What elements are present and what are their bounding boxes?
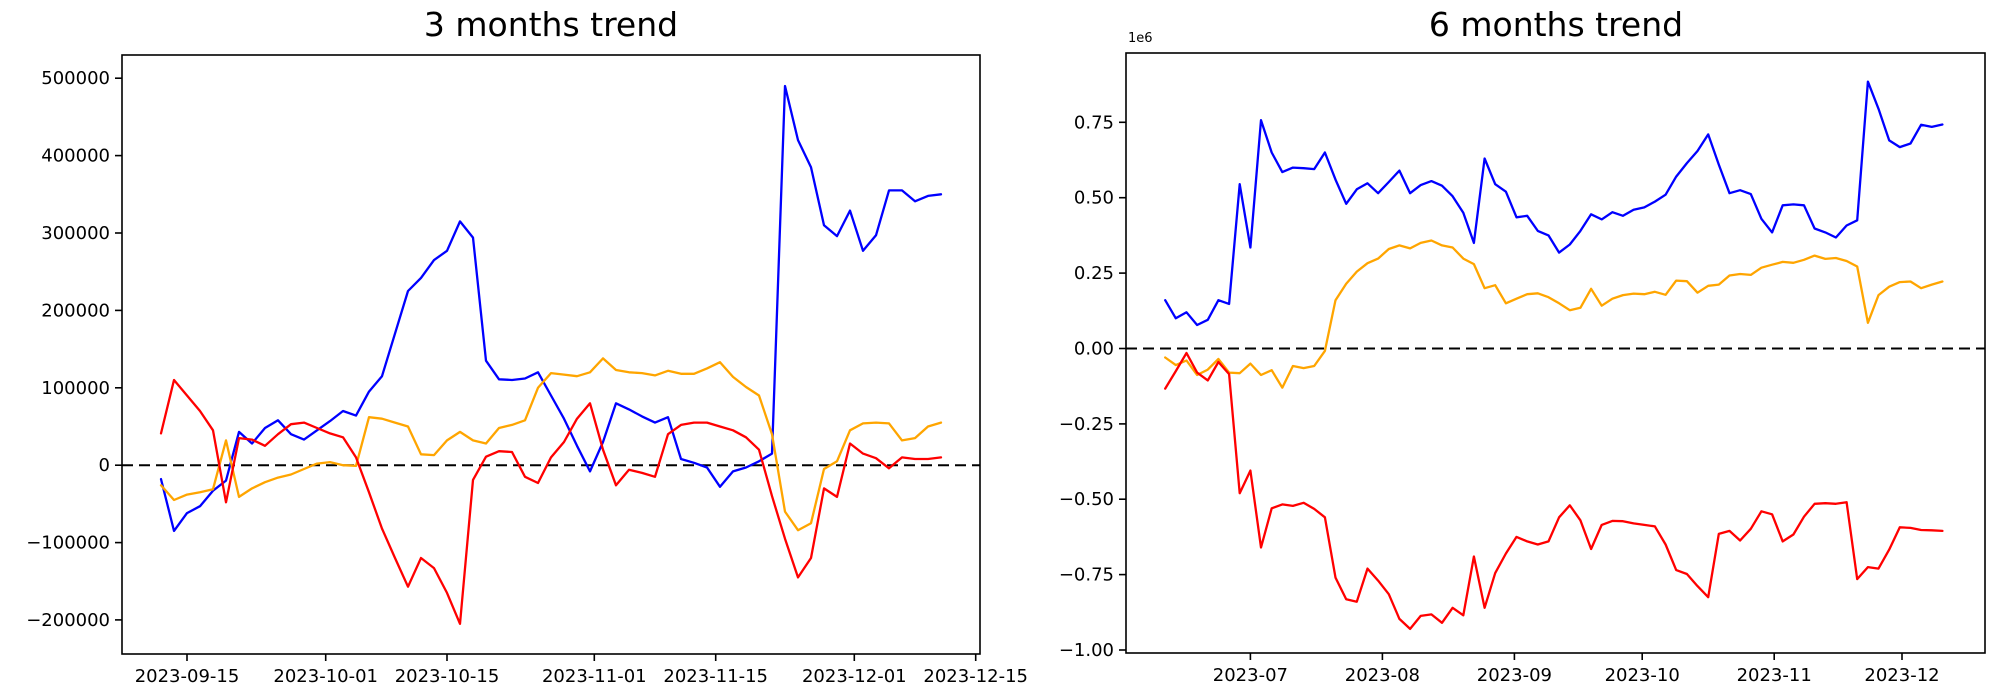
x-tick-label: 2023-09 — [1477, 665, 1552, 686]
x-tick-label: 2023-12 — [1864, 665, 1939, 686]
y-tick-label: −100000 — [26, 533, 110, 554]
y-tick-label: 0 — [99, 455, 110, 476]
y-tick-label: −0.25 — [1059, 414, 1114, 435]
x-tick-label: 2023-10-15 — [395, 666, 500, 687]
left-chart-title: 3 months trend — [423, 5, 679, 44]
right-chart-title: 6 months trend — [1428, 5, 1684, 44]
y-tick-label: 400000 — [41, 146, 110, 167]
y-tick-label: 0.50 — [1074, 188, 1114, 209]
x-tick-label: 2023-12-01 — [802, 666, 907, 687]
axes-frame — [1125, 52, 1986, 654]
y-tick-label: 300000 — [41, 223, 110, 244]
y-axis-offset-label: 1e6 — [1128, 31, 1153, 46]
series-line-red — [159, 378, 943, 625]
axes-frame — [121, 54, 981, 655]
y-tick-label: −0.50 — [1059, 489, 1114, 510]
y-tick-label: 0.75 — [1074, 112, 1114, 133]
x-tick-label: 2023-11-15 — [663, 666, 768, 687]
y-tick-label: 100000 — [41, 378, 110, 399]
series-line-orange — [1164, 239, 1944, 389]
y-tick-label: 500000 — [41, 68, 110, 89]
series-line-red — [1164, 351, 1944, 631]
series-line-orange — [159, 357, 943, 532]
x-tick-label: 2023-12-15 — [923, 666, 1028, 687]
y-tick-label: −200000 — [26, 610, 110, 631]
series-line-blue — [159, 84, 943, 533]
x-tick-label: 2023-10 — [1605, 665, 1680, 686]
x-tick-label: 2023-09-15 — [135, 666, 240, 687]
x-tick-label: 2023-10-01 — [273, 666, 378, 687]
x-tick-label: 2023-08 — [1345, 665, 1420, 686]
x-tick-label: 2023-07 — [1213, 665, 1288, 686]
x-tick-label: 2023-11 — [1737, 665, 1812, 686]
x-tick-label: 2023-11-01 — [542, 666, 647, 687]
series-line-blue — [1164, 80, 1944, 327]
y-tick-label: −1.00 — [1059, 640, 1114, 661]
y-tick-label: 200000 — [41, 300, 110, 321]
y-tick-label: 0.00 — [1074, 339, 1114, 360]
y-tick-label: −0.75 — [1059, 565, 1114, 586]
y-tick-label: 0.25 — [1074, 263, 1114, 284]
